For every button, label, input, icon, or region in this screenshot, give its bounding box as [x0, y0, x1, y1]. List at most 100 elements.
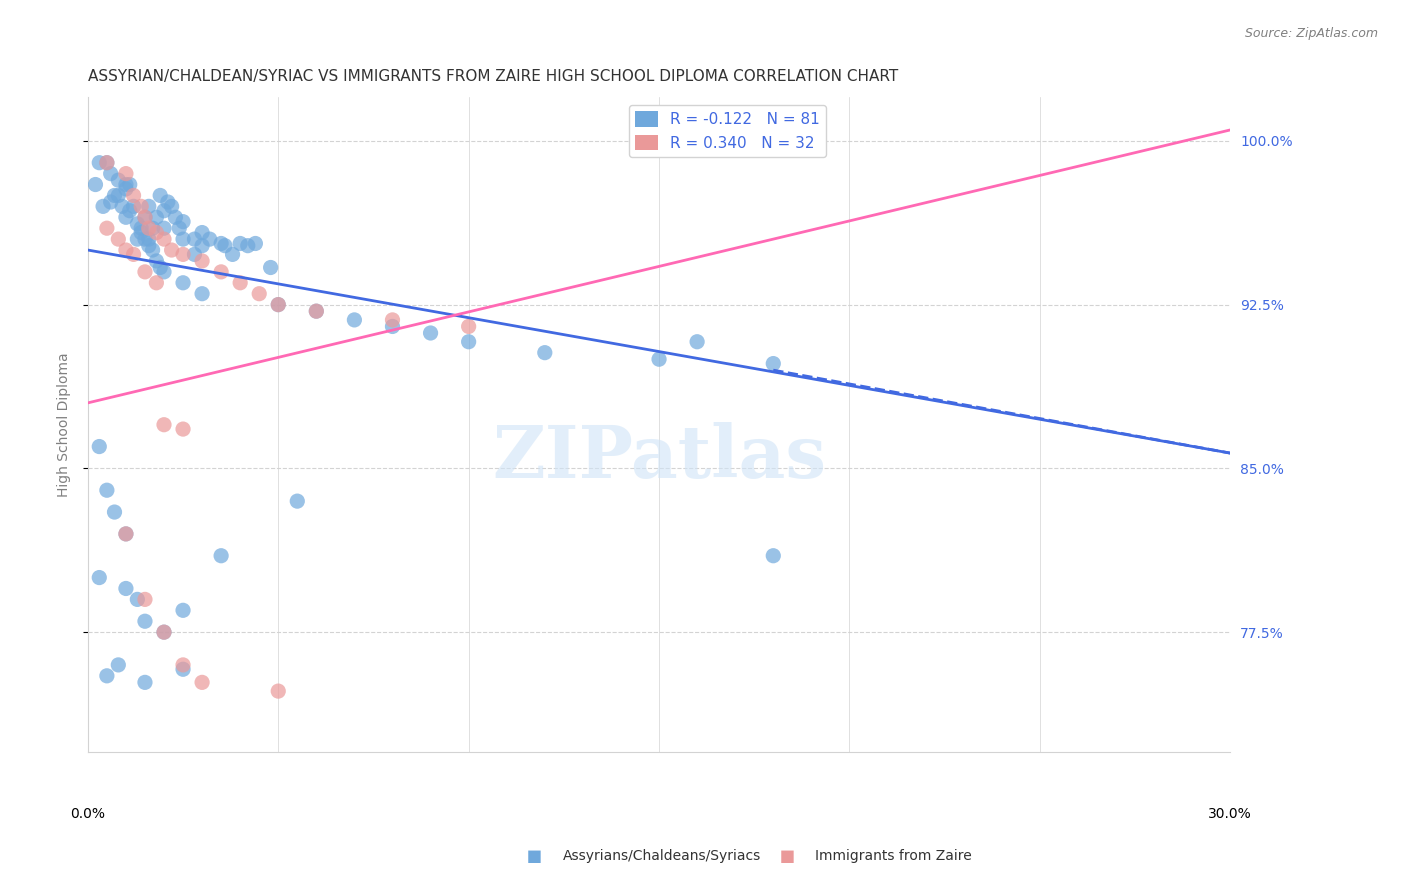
- Point: [134, 211, 156, 225]
- Point: [172, 276, 194, 290]
- Text: ▪: ▪: [779, 845, 796, 868]
- Point: [267, 298, 290, 312]
- Point: [245, 236, 267, 251]
- Point: [96, 483, 118, 498]
- Point: [153, 625, 176, 640]
- Point: [648, 352, 671, 367]
- Point: [103, 188, 125, 202]
- Point: [142, 221, 165, 235]
- Point: [172, 214, 194, 228]
- Point: [138, 232, 160, 246]
- Point: [457, 319, 479, 334]
- Point: [191, 254, 214, 268]
- Point: [762, 357, 785, 371]
- Point: [115, 167, 138, 181]
- Text: Assyrians/Chaldeans/Syriacs: Assyrians/Chaldeans/Syriacs: [562, 849, 761, 863]
- Point: [419, 326, 441, 340]
- Point: [127, 232, 149, 246]
- Point: [134, 592, 156, 607]
- Text: ▪: ▪: [526, 845, 543, 868]
- Point: [172, 662, 194, 676]
- Point: [89, 570, 111, 584]
- Text: Source: ZipAtlas.com: Source: ZipAtlas.com: [1244, 27, 1378, 40]
- Point: [149, 188, 172, 202]
- Point: [129, 199, 152, 213]
- Point: [167, 221, 190, 235]
- Point: [153, 625, 176, 640]
- Point: [183, 232, 205, 246]
- Point: [214, 238, 236, 252]
- Point: [115, 178, 138, 192]
- Point: [96, 221, 118, 235]
- Point: [457, 334, 479, 349]
- Point: [91, 199, 114, 213]
- Point: [107, 657, 129, 672]
- Point: [209, 236, 232, 251]
- Point: [134, 614, 156, 628]
- Y-axis label: High School Diploma: High School Diploma: [58, 352, 72, 497]
- Point: [183, 247, 205, 261]
- Text: 0.0%: 0.0%: [70, 807, 105, 821]
- Point: [134, 211, 156, 225]
- Point: [229, 236, 252, 251]
- Point: [145, 276, 167, 290]
- Point: [259, 260, 281, 275]
- Point: [138, 238, 160, 252]
- Point: [686, 334, 709, 349]
- Point: [267, 684, 290, 698]
- Point: [153, 203, 176, 218]
- Point: [198, 232, 221, 246]
- Legend: R = -0.122   N = 81, R = 0.340   N = 32: R = -0.122 N = 81, R = 0.340 N = 32: [628, 105, 827, 157]
- Point: [381, 319, 404, 334]
- Point: [160, 199, 183, 213]
- Point: [191, 226, 214, 240]
- Point: [191, 238, 214, 252]
- Point: [267, 298, 290, 312]
- Point: [153, 417, 176, 432]
- Point: [236, 238, 259, 252]
- Point: [96, 669, 118, 683]
- Point: [115, 527, 138, 541]
- Point: [165, 211, 187, 225]
- Point: [115, 182, 138, 196]
- Point: [115, 243, 138, 257]
- Point: [129, 226, 152, 240]
- Point: [118, 203, 141, 218]
- Point: [84, 178, 107, 192]
- Point: [142, 243, 165, 257]
- Text: ZIPatlas: ZIPatlas: [492, 422, 827, 493]
- Point: [129, 221, 152, 235]
- Point: [134, 675, 156, 690]
- Point: [96, 155, 118, 169]
- Point: [103, 505, 125, 519]
- Point: [122, 247, 145, 261]
- Point: [305, 304, 328, 318]
- Point: [145, 254, 167, 268]
- Point: [209, 265, 232, 279]
- Point: [153, 265, 176, 279]
- Point: [149, 260, 172, 275]
- Point: [153, 221, 176, 235]
- Point: [343, 313, 366, 327]
- Point: [191, 675, 214, 690]
- Text: ASSYRIAN/CHALDEAN/SYRIAC VS IMMIGRANTS FROM ZAIRE HIGH SCHOOL DIPLOMA CORRELATIO: ASSYRIAN/CHALDEAN/SYRIAC VS IMMIGRANTS F…: [87, 69, 898, 84]
- Point: [127, 217, 149, 231]
- Point: [153, 232, 176, 246]
- Point: [172, 247, 194, 261]
- Text: 30.0%: 30.0%: [1208, 807, 1253, 821]
- Text: Immigrants from Zaire: Immigrants from Zaire: [815, 849, 972, 863]
- Point: [118, 178, 141, 192]
- Point: [138, 221, 160, 235]
- Point: [115, 527, 138, 541]
- Point: [381, 313, 404, 327]
- Point: [134, 232, 156, 246]
- Point: [172, 603, 194, 617]
- Point: [89, 440, 111, 454]
- Point: [107, 188, 129, 202]
- Point: [145, 226, 167, 240]
- Point: [221, 247, 243, 261]
- Point: [107, 232, 129, 246]
- Point: [247, 286, 270, 301]
- Point: [285, 494, 308, 508]
- Point: [533, 345, 555, 359]
